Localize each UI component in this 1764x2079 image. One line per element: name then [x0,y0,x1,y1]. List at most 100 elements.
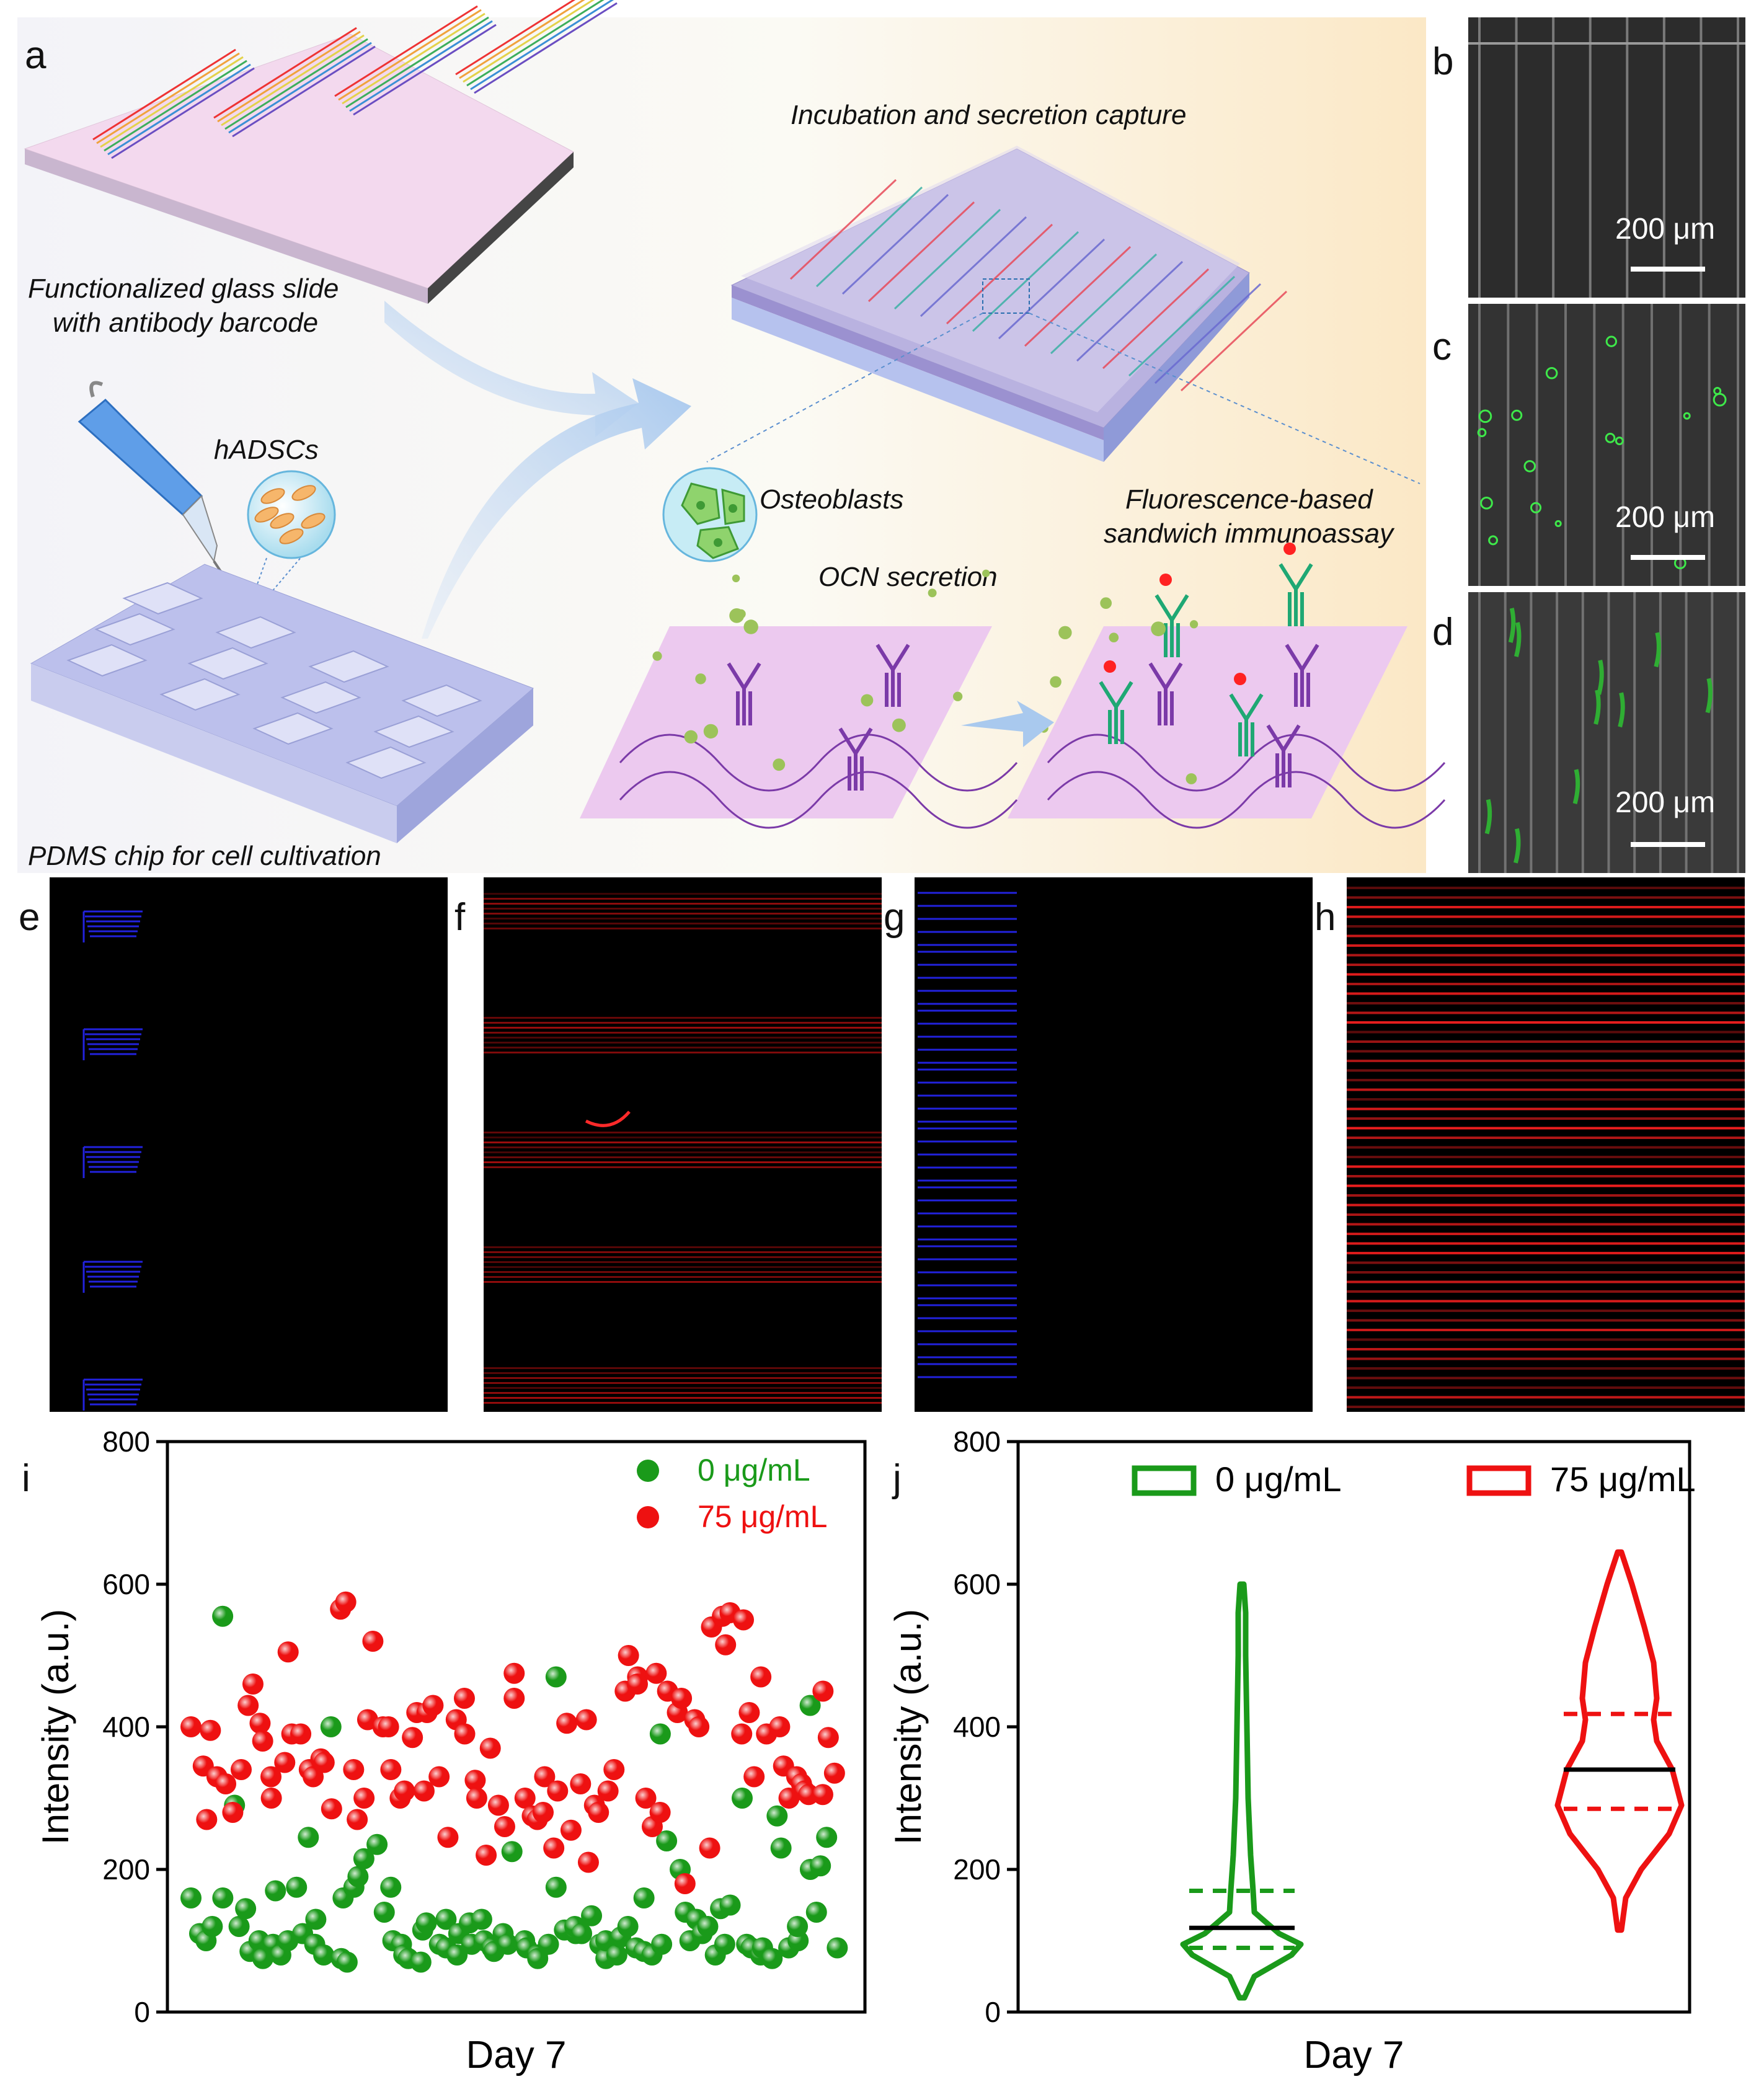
scatter-point-highlight [635,1788,657,1809]
hadsc-cell [270,513,295,529]
barcode-stripe [228,42,372,134]
scatter-point-highlight [543,1837,565,1859]
scatter-point-highlight [603,1759,625,1780]
red-line [1347,964,1745,966]
red-line [1347,1271,1745,1274]
red-band [484,1251,882,1253]
red-band [484,898,882,900]
scatter-point-highlight [230,1759,252,1780]
barcode-stripe [334,5,478,97]
scatter-point-highlight [545,1876,567,1898]
scatter-point-highlight [674,1873,696,1894]
red-line [1347,1146,1745,1149]
scatter-point-highlight [353,1788,375,1809]
red-band [484,1137,882,1138]
fluorophore-icon [1234,673,1246,685]
red-line [1347,1290,1745,1293]
red-line [1347,1184,1745,1187]
scatter-point-highlight [766,1805,788,1827]
red-band [484,893,882,895]
barcode-block [82,1147,136,1178]
red-band [484,1367,882,1369]
device-stripe [946,223,1053,325]
barcode-stripe [224,38,368,130]
osteoblasts-label: Osteoblasts [760,484,903,515]
red-line [1347,915,1745,918]
red-line [1347,1117,1745,1120]
scatter-point-highlight [606,1944,627,1966]
red-line [1347,1156,1745,1158]
panel-letter-f: f [454,896,466,939]
slide-label-line2: with antibody barcode [53,308,318,338]
hadsc-cells-bubble [237,470,336,621]
scatter-point-highlight [274,1752,296,1773]
barcode-block [82,911,136,942]
scatter-point-highlight [212,1887,234,1908]
scatter-point-highlight [497,1933,519,1955]
green-cell [1478,409,1492,423]
device-stripe [998,238,1106,340]
scatter-point-highlight [353,1848,375,1869]
green-cell [1605,335,1618,347]
hadsc-cell [301,513,326,529]
green-cell [1488,535,1499,546]
scatter-point-highlight [817,1727,839,1749]
red-line [1347,1223,1745,1226]
green-cell [1514,828,1521,864]
ocn-particle [1151,621,1166,637]
scatter-point-highlight [570,1773,592,1794]
device-stripe [815,186,923,288]
slide-label-line1: Functionalized glass slide [28,273,339,304]
scatter-point-highlight [645,1662,667,1684]
scatter-point-highlight [810,1855,831,1877]
scale-bar-c: 200 μm [1615,501,1715,534]
panel-letter-g: g [884,896,905,939]
red-band [484,1256,882,1258]
scatter-point-highlight [454,1723,476,1745]
red-band [484,1276,882,1278]
red-line [1347,954,1745,957]
scatter-point-highlight [471,1908,492,1930]
scatter-point-highlight [298,1827,319,1848]
ocn-particle [861,694,874,707]
chip-well [187,647,268,680]
dna-strand [1047,771,1446,829]
scatter-point-highlight [415,1912,437,1934]
red-band [484,1037,882,1039]
scatter-point-highlight [571,1923,593,1944]
green-cell [1530,502,1542,513]
panel-e-scan: e [19,877,448,1412]
scatter-point-highlight [671,1688,693,1709]
zoom-region [982,278,1030,314]
scatter-point-highlight [812,1680,834,1702]
ocn-particle [1058,626,1072,640]
barcode-stripe [107,63,251,156]
device-stripe [1102,268,1210,370]
red-line [1347,1107,1745,1110]
scatter-point-highlight [618,1645,639,1666]
green-cell [1615,437,1624,445]
scatter-point-highlight [235,1898,257,1920]
y-tick-label-j: 200 [953,1853,1001,1886]
panel-j-chart: j 0 200 400 600 800 Intensity (a.u.) Day 7 0 μg… [887,1425,1696,2077]
scatter-point-highlight [366,1833,388,1855]
scatter-point-highlight [575,1709,597,1731]
scatter-point-highlight [577,1851,599,1873]
red-band [484,1372,882,1374]
red-line [1347,983,1745,985]
barcode-stripe [474,2,618,94]
y-tick-label-j: 400 [953,1711,1001,1743]
capture-plane-left [580,626,992,818]
scatter-point-highlight [242,1673,264,1695]
device-stripe [789,179,897,280]
scatter-point-highlight [649,1802,671,1823]
scatter-point-highlight [335,1591,357,1613]
scatter-point-highlight [373,1902,395,1923]
scatter-point-highlight [347,1866,369,1887]
barcode-block [82,1380,136,1411]
device-stripe [1024,246,1132,347]
red-band [484,918,882,920]
barcode-stripe [459,0,585,79]
antibody-icon [1148,662,1183,725]
